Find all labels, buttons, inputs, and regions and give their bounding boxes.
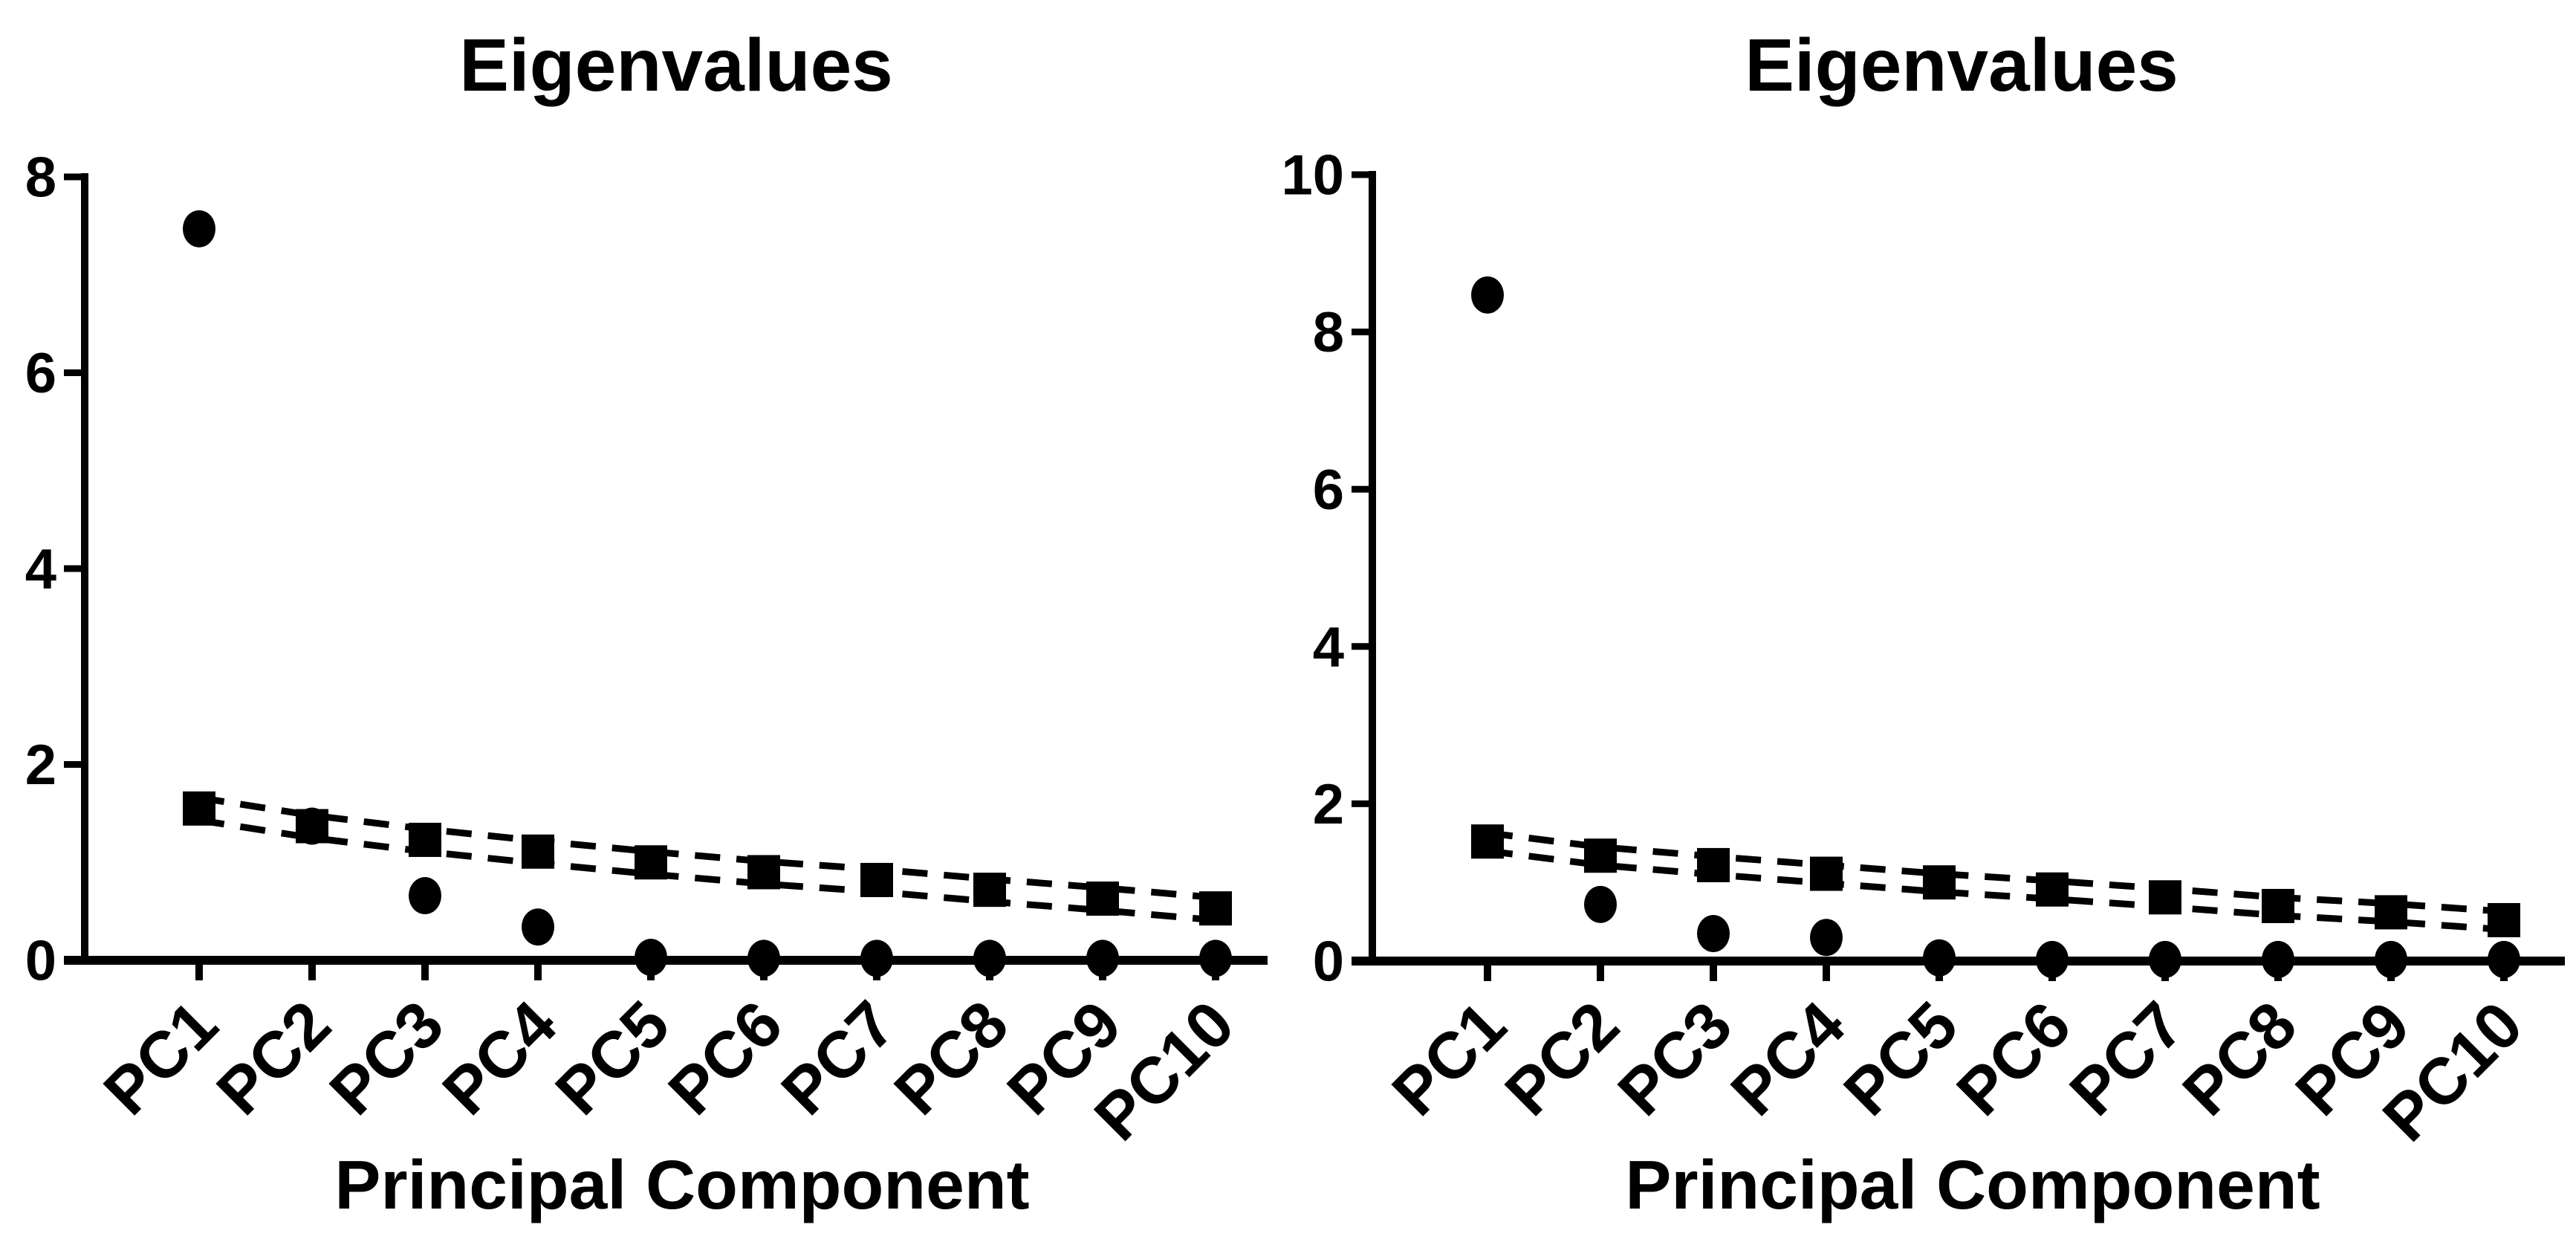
x-tick-label: PC5 <box>1829 987 1971 1129</box>
data-point-circle <box>2149 940 2181 978</box>
data-point-circle <box>2036 940 2069 978</box>
data-point-circle <box>1086 939 1119 977</box>
chart-title: Eigenvalues <box>459 24 893 107</box>
data-point-square <box>1471 824 1504 859</box>
x-tick-label: PC7 <box>2055 987 2197 1129</box>
data-point-square <box>296 809 328 844</box>
y-tick-label: 0 <box>25 930 56 993</box>
y-tick-label: 2 <box>25 734 56 797</box>
data-point-circle <box>2488 940 2520 978</box>
data-point-square <box>2036 872 2069 907</box>
dashed-line-upper <box>1487 829 2505 915</box>
x-tick-label: PC6 <box>654 986 796 1128</box>
data-point-circle <box>973 939 1006 977</box>
x-tick-label: PC1 <box>1378 987 1519 1129</box>
data-point-circle <box>183 210 215 248</box>
data-point-square <box>2149 880 2181 915</box>
x-tick-label: PC5 <box>541 986 683 1128</box>
data-point-circle <box>1199 939 1232 977</box>
x-tick-label: PC8 <box>2168 987 2310 1129</box>
data-point-circle <box>522 908 554 946</box>
x-tick-label: PC8 <box>880 986 1022 1128</box>
data-point-circle <box>2375 940 2407 978</box>
data-point-square <box>973 873 1006 908</box>
data-point-circle <box>1810 919 1843 957</box>
data-point-square <box>747 855 780 890</box>
x-tick-label: PC4 <box>428 986 570 1128</box>
x-tick-label: PC1 <box>89 986 231 1128</box>
data-point-circle <box>747 939 780 977</box>
x-axis-title: Principal Component <box>1625 1146 2320 1223</box>
data-point-circle <box>409 877 441 915</box>
data-point-square <box>522 834 554 869</box>
data-point-square <box>1923 865 1956 900</box>
data-point-square <box>1199 891 1232 926</box>
y-tick-label: 4 <box>25 538 56 601</box>
x-tick-label: PC6 <box>1942 987 2084 1129</box>
data-point-square <box>409 822 441 857</box>
y-tick-label: 2 <box>1313 773 1344 836</box>
dashed-line-lower <box>1487 847 2505 934</box>
y-tick-label: 6 <box>25 342 56 405</box>
data-point-square <box>2488 902 2520 937</box>
x-tick-label: PC4 <box>1716 987 1858 1129</box>
data-point-square <box>2262 888 2294 923</box>
x-tick-label: PC7 <box>767 986 909 1128</box>
data-point-circle <box>860 939 893 977</box>
x-tick-label: PC2 <box>1490 987 1632 1129</box>
data-point-circle <box>2262 940 2294 978</box>
data-point-circle <box>1471 276 1504 314</box>
data-point-square <box>635 845 667 880</box>
data-point-circle <box>1923 939 1956 977</box>
x-tick-label: PC2 <box>202 986 344 1128</box>
dashed-line-lower <box>198 817 1216 924</box>
y-tick-label: 6 <box>1313 459 1344 522</box>
data-point-circle <box>1584 885 1617 923</box>
y-tick-label: 10 <box>1281 144 1344 207</box>
data-point-square <box>860 862 893 897</box>
chart-left: Eigenvalues 0 2 4 6 8 PC1PC2PC3PC4PC5PC6PC7PC… <box>25 24 1268 1223</box>
y-tick-label: 0 <box>1313 931 1344 994</box>
chart-right: Eigenvalues 0 2 4 6 8 10 PC1PC2PC3PC4PC5PC6PC7… <box>1281 24 2565 1223</box>
y-tick-label: 8 <box>25 146 56 210</box>
data-point-circle <box>635 939 667 977</box>
data-point-square <box>1810 856 1843 891</box>
data-point-square <box>2375 895 2407 930</box>
x-axis-title: Principal Component <box>334 1146 1029 1223</box>
data-point-square <box>1697 847 1730 882</box>
data-point-square <box>183 791 215 826</box>
dashed-line-upper <box>198 794 1216 902</box>
y-tick-label: 8 <box>1313 301 1344 364</box>
chart-title: Eigenvalues <box>1745 24 2178 107</box>
y-tick-label: 4 <box>1313 615 1344 679</box>
x-tick-label: PC3 <box>315 986 457 1128</box>
data-point-circle <box>1697 914 1730 952</box>
data-point-square <box>1584 838 1617 873</box>
data-point-square <box>1086 881 1119 916</box>
x-tick-label: PC3 <box>1603 987 1745 1129</box>
